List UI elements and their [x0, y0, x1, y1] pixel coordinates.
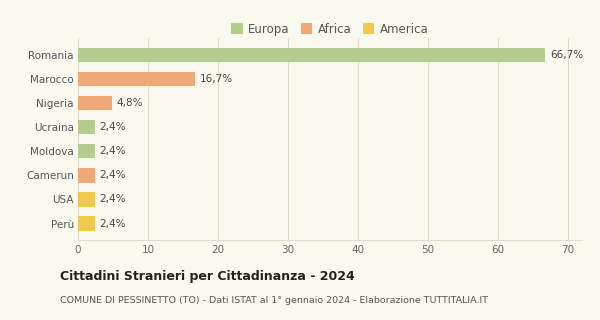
Text: 2,4%: 2,4%	[100, 122, 126, 132]
Text: 2,4%: 2,4%	[100, 195, 126, 204]
Text: 16,7%: 16,7%	[200, 74, 233, 84]
Text: 2,4%: 2,4%	[100, 219, 126, 228]
Bar	[78, 168, 95, 183]
Bar	[78, 216, 95, 231]
Text: 66,7%: 66,7%	[550, 50, 583, 60]
Bar	[78, 192, 95, 207]
Bar	[78, 96, 112, 110]
Text: Cittadini Stranieri per Cittadinanza - 2024: Cittadini Stranieri per Cittadinanza - 2…	[60, 270, 355, 284]
Text: 4,8%: 4,8%	[116, 98, 143, 108]
Bar	[78, 120, 95, 134]
Bar	[78, 72, 195, 86]
Text: COMUNE DI PESSINETTO (TO) - Dati ISTAT al 1° gennaio 2024 - Elaborazione TUTTITA: COMUNE DI PESSINETTO (TO) - Dati ISTAT a…	[60, 296, 488, 305]
Bar	[78, 48, 545, 62]
Legend: Europa, Africa, America: Europa, Africa, America	[227, 18, 433, 41]
Bar	[78, 144, 95, 158]
Text: 2,4%: 2,4%	[100, 170, 126, 180]
Text: 2,4%: 2,4%	[100, 146, 126, 156]
